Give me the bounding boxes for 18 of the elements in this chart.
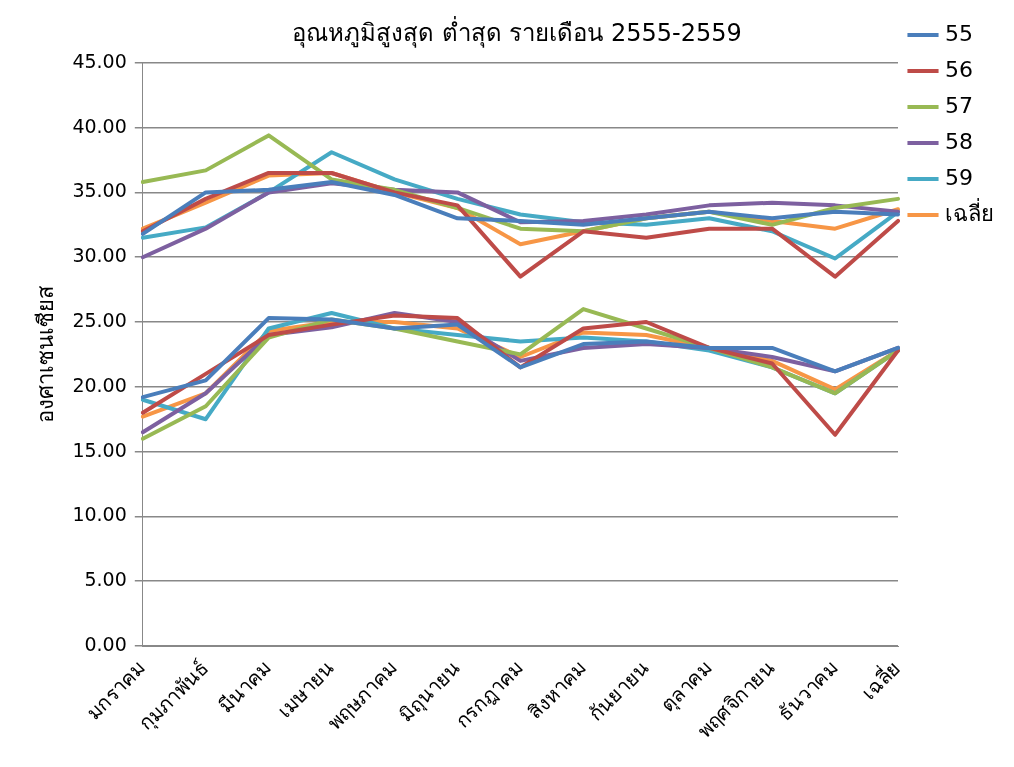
y-tick-label: 0.00 (84, 632, 127, 655)
y-tick-label: 15.00 (72, 438, 127, 461)
y-tick-label: 10.00 (72, 503, 127, 526)
y-tick-label: 25.00 (72, 308, 127, 331)
y-tick-label: 20.00 (72, 373, 127, 396)
legend-label: 57 (945, 92, 973, 118)
legend-label: 56 (945, 56, 973, 82)
y-axis-title: องศาเซนเซียส (32, 284, 58, 423)
legend-label: เฉลี่ย (945, 197, 994, 226)
y-tick-label: 35.00 (72, 179, 127, 202)
y-tick-label: 5.00 (84, 568, 127, 591)
legend-label: 59 (945, 164, 973, 190)
legend-label: 58 (945, 128, 973, 154)
y-tick-label: 40.00 (72, 114, 127, 137)
legend-label: 55 (945, 20, 973, 46)
y-tick-label: 45.00 (72, 49, 127, 72)
chart-title: อุณหภูมิสูงสุด ต่ำสุด รายเดือน 2555-2559 (292, 15, 742, 48)
y-tick-label: 30.00 (72, 244, 127, 267)
